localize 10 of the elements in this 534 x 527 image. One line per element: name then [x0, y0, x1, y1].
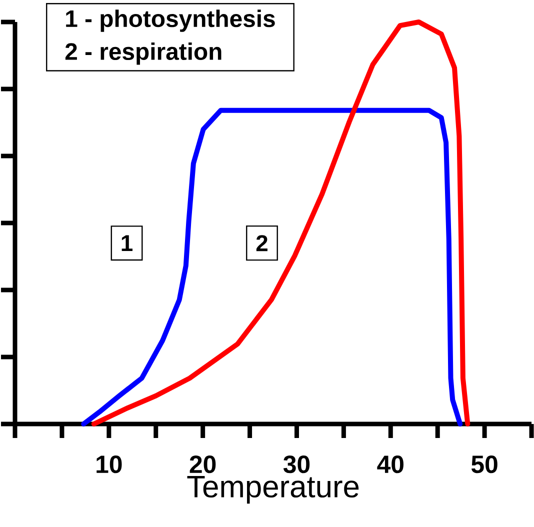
- x-axis-title: Temperature: [187, 476, 359, 504]
- annotation: 1: [122, 235, 132, 251]
- x-tick-label: 40: [377, 456, 404, 474]
- x-tick-label: 10: [96, 456, 122, 474]
- x-tick-label: 20: [190, 456, 216, 474]
- x-tick-label: 50: [471, 456, 498, 474]
- annotation: 1 - photosynthesis: [66, 10, 275, 32]
- x-tick-label: 30: [283, 456, 310, 474]
- annotation: 2: [256, 235, 268, 252]
- annotation: 2 - respiration: [65, 42, 222, 65]
